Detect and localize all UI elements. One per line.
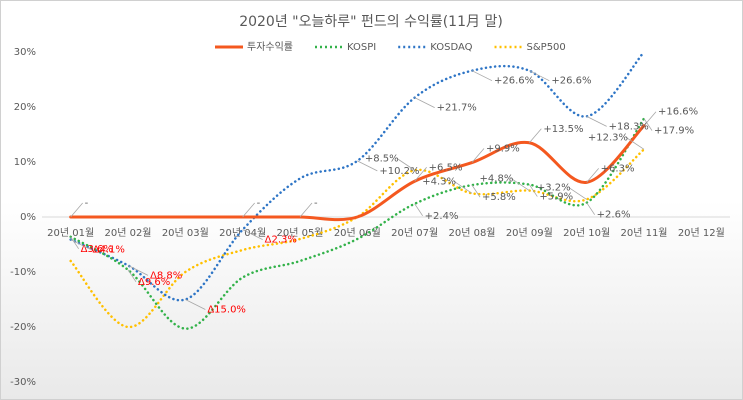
data-label: +17.9% bbox=[654, 126, 694, 137]
data-label: Δ3.6% bbox=[81, 244, 113, 255]
leader-line bbox=[586, 202, 595, 215]
leader-line bbox=[529, 184, 538, 197]
data-label: +5.8% bbox=[482, 192, 516, 203]
leader-line bbox=[242, 229, 263, 241]
y-tick-label: 10% bbox=[14, 157, 36, 168]
data-label: +8.5% bbox=[365, 153, 399, 164]
leader-line bbox=[127, 269, 137, 283]
data-label: - bbox=[314, 198, 318, 209]
data-label: Δ4.1% bbox=[93, 245, 125, 256]
data-label: +6.3% bbox=[601, 163, 635, 174]
data-label: +10.2% bbox=[379, 166, 419, 177]
leader-line bbox=[625, 137, 645, 150]
x-tick-label: 20년 09월 bbox=[506, 227, 553, 239]
data-label: +26.6% bbox=[551, 76, 591, 87]
data-label: +26.6% bbox=[494, 76, 534, 87]
y-tick-label: -30% bbox=[10, 377, 36, 388]
data-label: +16.6% bbox=[658, 107, 698, 118]
series-line bbox=[69, 124, 646, 222]
x-tick-label: 20년 12월 bbox=[678, 227, 725, 239]
y-tick-label: 30% bbox=[14, 47, 36, 58]
leader-line bbox=[586, 115, 607, 127]
leader-line bbox=[529, 70, 550, 82]
leader-line bbox=[357, 160, 378, 172]
leader-line bbox=[568, 187, 587, 200]
y-tick-label: -10% bbox=[10, 267, 36, 278]
y-tick-label: 20% bbox=[14, 102, 36, 113]
data-label: +3.2% bbox=[537, 182, 571, 193]
leader-line bbox=[414, 203, 423, 217]
data-label: +6.5% bbox=[429, 162, 463, 173]
leader-line bbox=[70, 239, 91, 250]
data-label: +18.3% bbox=[609, 121, 649, 132]
leader-line bbox=[643, 111, 657, 126]
data-label: +21.7% bbox=[437, 103, 477, 114]
leader-line bbox=[70, 202, 83, 218]
series-line bbox=[69, 117, 646, 330]
leader-line bbox=[127, 265, 149, 276]
x-tick-label: 20년 11월 bbox=[620, 227, 667, 239]
leader-line bbox=[471, 184, 481, 198]
y-tick-label: 0% bbox=[20, 212, 36, 223]
data-label: +13.5% bbox=[543, 124, 583, 135]
leader-line bbox=[471, 148, 485, 163]
leader-line bbox=[414, 166, 427, 182]
legend-label: S&P500 bbox=[527, 42, 566, 53]
legend-label: KOSDAQ bbox=[430, 42, 472, 53]
series-line bbox=[69, 50, 646, 302]
chart-title: 2020년 "오늘하루" 펀드의 수익률(11月 말) bbox=[239, 14, 503, 30]
leader-line bbox=[586, 168, 599, 183]
leader-line bbox=[396, 157, 415, 171]
x-tick-label: 20년 06월 bbox=[334, 227, 381, 239]
leader-line bbox=[643, 118, 653, 131]
x-tick-label: 20년 02월 bbox=[104, 227, 151, 239]
x-tick-label: 20년 03월 bbox=[162, 227, 209, 239]
leader-line bbox=[185, 299, 206, 310]
leader-line bbox=[453, 181, 473, 194]
data-label: Δ15.0% bbox=[207, 305, 246, 316]
data-label: - bbox=[257, 198, 261, 209]
data-label: Δ9.6% bbox=[138, 277, 170, 288]
data-label: - bbox=[85, 198, 89, 209]
data-label: +12.3% bbox=[588, 132, 628, 143]
leader-line bbox=[529, 128, 542, 144]
data-label: +2.4% bbox=[425, 211, 459, 222]
leader-line bbox=[511, 178, 530, 191]
leader-line bbox=[70, 236, 79, 250]
legend-label: KOSPI bbox=[347, 42, 376, 53]
data-label: +9.9% bbox=[486, 144, 520, 155]
leader-line bbox=[242, 202, 255, 218]
data-label: Δ2.3% bbox=[265, 235, 297, 246]
leader-line bbox=[471, 70, 493, 82]
x-tick-label: 20년 04월 bbox=[219, 227, 266, 239]
data-label: +2.6% bbox=[597, 210, 631, 221]
x-tick-label: 20년 10월 bbox=[563, 227, 610, 239]
legend-label: 투자수익률 bbox=[247, 41, 293, 53]
data-label: +4.8% bbox=[480, 174, 514, 185]
leader-line bbox=[299, 202, 313, 218]
y-tick-label: -20% bbox=[10, 322, 36, 333]
x-tick-label: 20년 01월 bbox=[47, 227, 94, 239]
data-label: +4.3% bbox=[422, 176, 456, 187]
leader-line bbox=[414, 97, 435, 109]
data-label: Δ8.8% bbox=[150, 270, 182, 281]
series-line bbox=[69, 148, 646, 329]
x-tick-label: 20년 08월 bbox=[448, 227, 495, 239]
data-label: +5.9% bbox=[539, 192, 573, 203]
x-tick-label: 20년 07월 bbox=[391, 227, 438, 239]
